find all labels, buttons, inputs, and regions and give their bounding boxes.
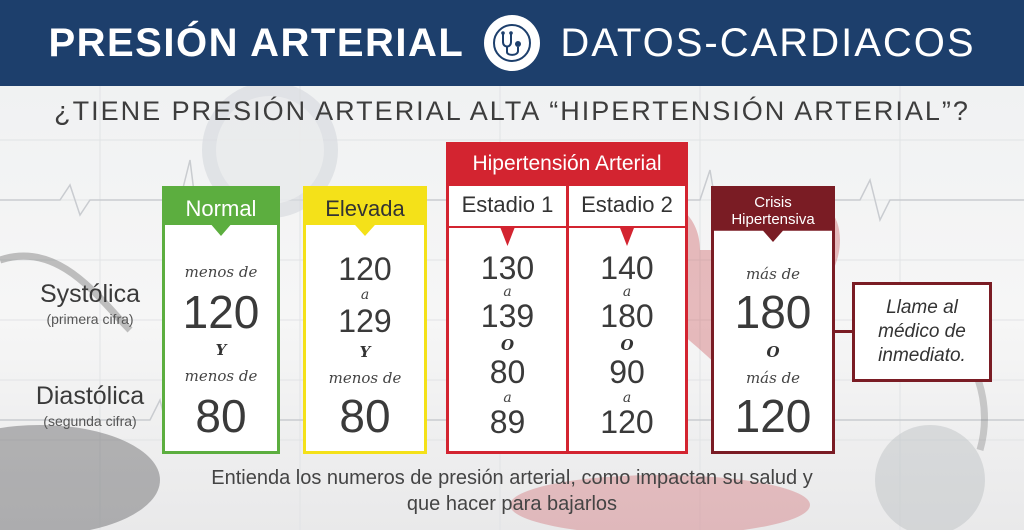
hipertension-group-header: Hipertensión Arterial [446, 142, 688, 186]
question-heading: ¿TIENE PRESIÓN ARTERIAL ALTA “HIPERTENSI… [54, 96, 970, 126]
stage-divider [566, 186, 569, 454]
diastolic-label: Diastólica [35, 382, 145, 410]
crisis-dia-prefix: más de [745, 369, 801, 387]
stage1-sys-from: 130 [480, 250, 535, 286]
call-doctor-note: Llame al médico de inmediato. [852, 282, 992, 382]
note-connector [835, 330, 852, 333]
title-banner: PRESIÓN ARTERIAL DATOS-CARDIACOS [0, 0, 1024, 86]
crisis-sys-prefix: más de [745, 265, 801, 283]
stage1-conjunction: O [500, 336, 515, 354]
stage2-column: Estadio 2 140 a 180 O 90 a 120 [569, 186, 685, 454]
crisis-title-line1: Crisis [754, 194, 792, 211]
stage2-dia-a: a [622, 390, 632, 406]
systolic-sublabel: (primera cifra) [46, 311, 134, 327]
stage2-sys-from: 140 [600, 250, 654, 286]
elevada-column: Elevada 120 a 129 Y menos de 80 [303, 186, 427, 454]
elevada-sys-a: a [360, 287, 370, 303]
crisis-header: Crisis Hipertensiva [711, 186, 835, 242]
stage1-dia-from: 80 [489, 354, 526, 390]
footer-line1: Entienda los numeros de presión arterial… [211, 467, 813, 489]
elevada-title: Elevada [325, 196, 405, 221]
crisis-column: Crisis Hipertensiva más de 180 O más de … [711, 186, 835, 454]
stage1-dia-a: a [503, 390, 512, 406]
stage2-title: Estadio 2 [581, 192, 673, 217]
crisis-conjunction: O [766, 343, 780, 361]
crisis-dia-value: 120 [734, 390, 812, 442]
title-presion-arterial: PRESIÓN ARTERIAL [48, 20, 465, 65]
stage2-sys-a: a [622, 284, 632, 300]
stage1-sys-to: 139 [480, 298, 535, 334]
stethoscope-icon [484, 15, 541, 71]
stage2-header: Estadio 2 [569, 186, 685, 232]
note-line3: inmediato. [878, 345, 966, 366]
elevada-sys-from: 120 [338, 251, 392, 287]
normal-header: Normal [162, 186, 280, 236]
normal-column: Normal menos de 120 Y menos de 80 [162, 186, 280, 454]
elevada-conjunction: Y [359, 343, 371, 361]
diastolic-sublabel: (segunda cifra) [43, 413, 137, 429]
note-line2: médico de [878, 321, 966, 342]
stage1-sys-a: a [503, 284, 512, 300]
normal-sys-prefix: menos de [184, 263, 258, 281]
normal-title: Normal [185, 196, 257, 221]
stage2-dia-to: 120 [600, 404, 654, 440]
normal-dia-value: 80 [195, 390, 247, 442]
normal-conjunction: Y [215, 341, 227, 359]
elevada-header: Elevada [303, 186, 427, 236]
hipertension-group: Hipertensión Arterial Estadio 1 130 a 13… [446, 142, 688, 454]
footer-line2: que hacer para bajarlos [406, 493, 618, 515]
stage1-dia-to: 89 [489, 404, 526, 440]
normal-dia-prefix: menos de [184, 367, 258, 385]
note-line1: Llame al [886, 297, 958, 318]
elevada-dia-value: 80 [339, 390, 391, 442]
stage1-column: Estadio 1 130 a 139 O 80 a 89 [449, 186, 566, 454]
title-datos-cardiacos: DATOS-CARDIACOS [560, 20, 976, 65]
crisis-sys-value: 180 [734, 286, 812, 338]
crisis-title-line2: Hipertensiva [731, 211, 815, 228]
elevada-sys-to: 129 [338, 303, 392, 339]
stage2-conjunction: O [620, 336, 634, 354]
stage1-header: Estadio 1 [449, 186, 566, 232]
stage1-title: Estadio 1 [461, 192, 554, 217]
systolic-label-block: Systólica (primera cifra) [20, 280, 160, 327]
normal-sys-value: 120 [182, 286, 260, 338]
hipertension-group-title: Hipertensión Arterial [472, 152, 662, 175]
systolic-label: Systólica [39, 280, 141, 308]
elevada-dia-prefix: menos de [328, 369, 402, 387]
diastolic-label-block: Diastólica (segunda cifra) [20, 382, 160, 429]
footer-text: Entienda los numeros de presión arterial… [0, 465, 1024, 517]
stage2-dia-from: 90 [609, 354, 645, 390]
stage2-sys-to: 180 [600, 298, 654, 334]
